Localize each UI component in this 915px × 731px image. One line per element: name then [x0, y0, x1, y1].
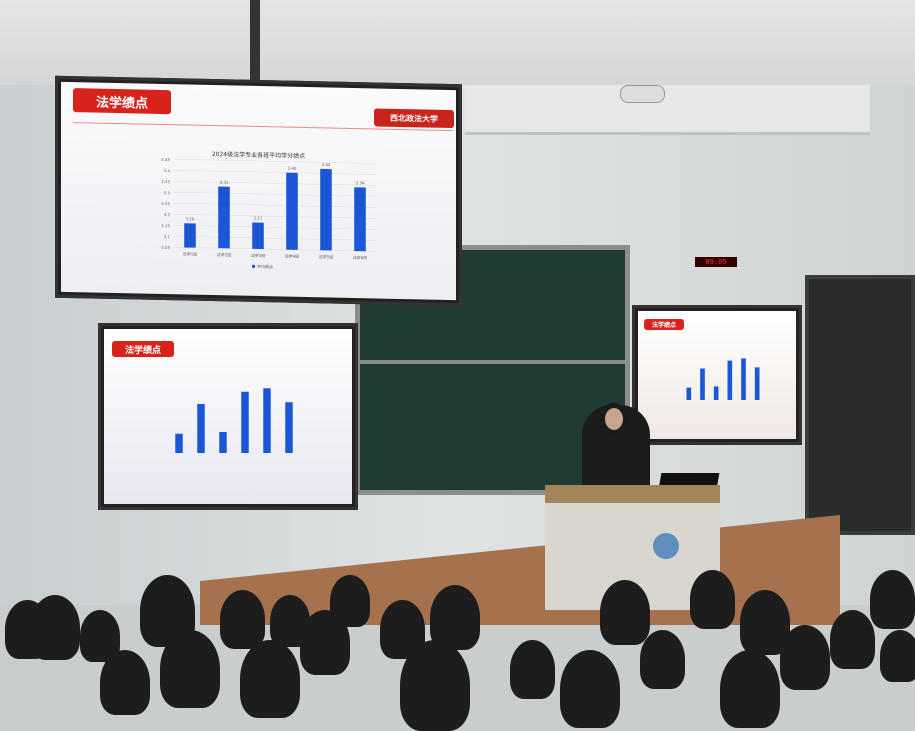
y-tick-label: 3.4: [164, 168, 171, 173]
audience-member: [830, 610, 875, 669]
led-clock: 09:05: [695, 257, 737, 267]
audience-member: [400, 640, 470, 731]
main-display: 法学绩点 西北政法大学 3.45 3.4 3.35 3.3 3.25 3.2 3.15 3.1…: [55, 75, 462, 307]
data-label: 3.42: [322, 162, 331, 167]
audience-member: [600, 580, 650, 645]
right-display: 法学绩点: [632, 305, 802, 445]
bar: [263, 388, 271, 453]
data-label: 3.33: [220, 180, 229, 185]
gridline: [173, 180, 377, 186]
legend-label: 平均绩点: [257, 263, 273, 269]
gridline: [173, 246, 377, 252]
bar: [241, 391, 249, 453]
bar: [286, 172, 298, 250]
y-tick-label: 3.35: [161, 179, 170, 184]
audience-member: [510, 640, 555, 699]
bar-chart-mirror: [686, 358, 760, 400]
audience-member: [640, 630, 685, 689]
data-label: 3.16: [186, 216, 195, 221]
audience-member: [330, 575, 370, 627]
y-tick-label: 3.45: [161, 157, 170, 162]
bar: [219, 432, 227, 453]
slide: 法学绩点: [104, 329, 352, 504]
bar-chart: 3.45 3.4 3.35 3.3 3.25 3.2 3.15 3.1 3.05 3.16 法学1班…: [161, 157, 377, 269]
gridline: [173, 213, 377, 219]
bar: [727, 360, 733, 400]
bar: [686, 387, 692, 400]
ceiling-beam: [465, 85, 870, 135]
y-tick-label: 3.1: [164, 234, 171, 239]
slide-tag: 法学绩点: [112, 341, 174, 357]
door[interactable]: [805, 275, 915, 535]
gridline: [173, 191, 377, 197]
x-tick-label: 法学3班: [251, 252, 266, 258]
audience-member: [780, 625, 830, 690]
gridline: [173, 158, 377, 164]
bar: [285, 402, 293, 453]
audience: [0, 570, 915, 731]
slide-tag: 法学绩点: [73, 88, 171, 115]
bar: [754, 367, 760, 400]
y-tick-label: 3.2: [164, 212, 171, 217]
gridline: [173, 169, 377, 175]
legend-swatch: [252, 264, 255, 268]
slide-tag: 法学绩点: [644, 319, 684, 330]
audience-member: [100, 650, 150, 715]
slide: 法学绩点: [638, 311, 796, 439]
data-label: 3.34: [356, 180, 365, 185]
bar: [741, 358, 746, 400]
projector: [620, 85, 665, 103]
bar-chart-mirror: [175, 388, 293, 453]
university-logo: 西北政法大学: [374, 108, 454, 129]
audience-member: [690, 570, 735, 629]
y-tick-label: 3.3: [164, 190, 171, 195]
data-label: 3.17: [254, 215, 263, 220]
projector-pole: [250, 0, 260, 90]
bar: [354, 187, 366, 252]
slide: 法学绩点 西北政法大学 3.45 3.4 3.35 3.3 3.25 3.2 3.15 3.1…: [61, 81, 456, 301]
bar: [700, 368, 705, 400]
audience-member: [560, 650, 620, 728]
bar: [184, 223, 196, 248]
audience-member: [160, 630, 220, 708]
audience-member: [870, 570, 915, 629]
x-tick-label: 法学2班: [217, 251, 232, 257]
bar: [320, 168, 332, 251]
bar: [175, 433, 183, 453]
lecturer: [582, 403, 650, 495]
audience-member: [880, 630, 915, 682]
ceiling: [0, 0, 915, 90]
audience-member: [30, 595, 80, 660]
gridline: [173, 235, 377, 241]
x-tick-label: 法学6班: [353, 254, 368, 260]
emblem: [653, 533, 679, 559]
bar: [713, 386, 719, 400]
bar: [218, 186, 230, 249]
x-tick-label: 法学4班: [285, 253, 300, 259]
y-tick-label: 3.05: [161, 245, 170, 250]
gridline: [173, 224, 377, 230]
audience-member: [720, 650, 780, 728]
bar: [252, 222, 264, 250]
left-display: 法学绩点: [98, 323, 358, 510]
y-tick-label: 3.25: [161, 201, 170, 206]
audience-member: [220, 590, 265, 649]
x-tick-label: 法学1班: [183, 250, 198, 256]
audience-member: [240, 640, 300, 718]
x-tick-label: 法学5班: [319, 253, 334, 259]
audience-member: [430, 585, 480, 650]
data-label: 3.40: [288, 166, 297, 171]
bar: [197, 404, 205, 453]
y-tick-label: 3.15: [161, 223, 170, 228]
gridline: [173, 202, 377, 208]
